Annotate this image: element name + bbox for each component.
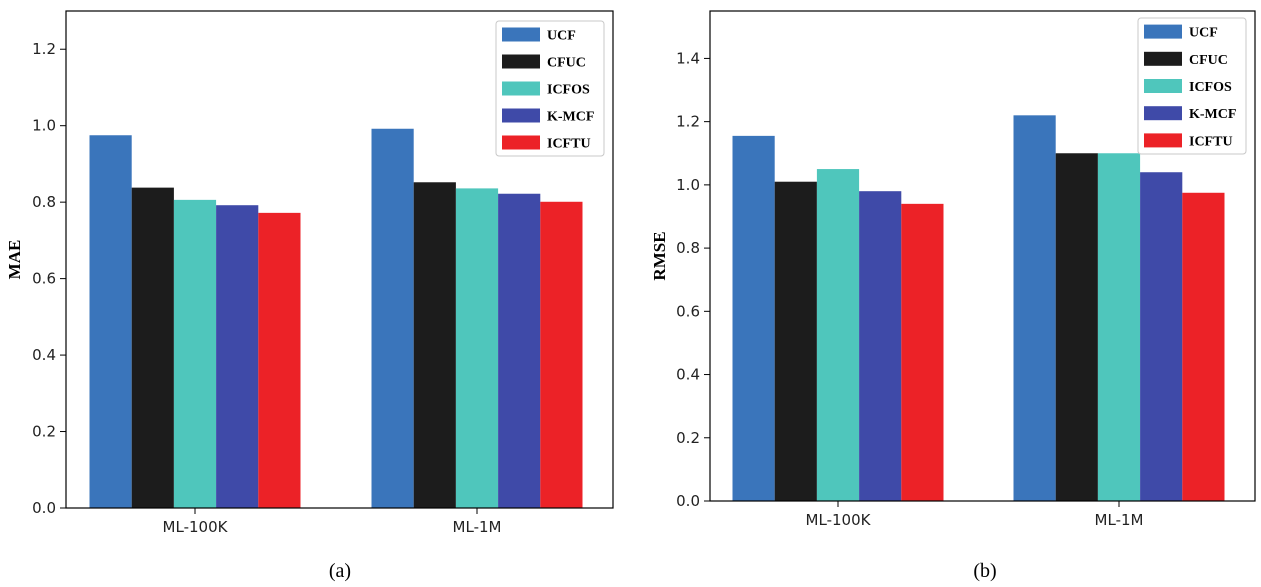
- bar-icfos-ml-1m: [455, 188, 499, 508]
- legend-swatch-icftu: [502, 135, 540, 150]
- y-tick-label: 1.4: [676, 49, 700, 67]
- bar-k-mcf-ml-1m: [1140, 172, 1183, 502]
- legend-label-icfos: ICFOS: [547, 83, 590, 98]
- y-tick-label: 0.2: [676, 429, 700, 447]
- y-axis-title: MAE: [5, 240, 24, 280]
- legend-label-icftu: ICFTU: [547, 137, 591, 152]
- bar-ucf-ml-1m: [371, 128, 414, 508]
- legend-label-cfuc: CFUC: [547, 56, 586, 71]
- bar-icfos-ml-100k: [173, 199, 217, 509]
- figure-caption: (b): [973, 560, 996, 582]
- bar-ucf-ml-1m: [1013, 115, 1056, 501]
- bar-cfuc-ml-1m: [413, 182, 456, 508]
- legend-swatch-cfuc: [502, 54, 540, 69]
- bar-cfuc-ml-1m: [1055, 153, 1098, 501]
- x-tick-label: ML-1M: [453, 518, 502, 536]
- x-tick-label: ML-100K: [163, 518, 229, 536]
- y-tick-label: 0.8: [32, 193, 56, 211]
- bar-ucf-ml-100k: [89, 135, 132, 508]
- bar-cfuc-ml-100k: [131, 187, 174, 508]
- legend: UCF CFUC ICFOS K-MCF ICFTU: [1137, 17, 1247, 155]
- y-tick-label: 0.0: [676, 492, 700, 510]
- legend-label-icfos: ICFOS: [1189, 80, 1232, 95]
- y-tick-label: 0.6: [676, 302, 700, 320]
- y-tick-label: 0.6: [32, 270, 56, 288]
- legend-swatch-icfos: [1144, 79, 1182, 93]
- y-tick-label: 0.8: [676, 239, 700, 257]
- legend-label-icftu: ICFTU: [1189, 134, 1233, 149]
- legend-swatch-k-mcf: [1144, 106, 1182, 121]
- y-tick-label: 1.0: [32, 117, 56, 135]
- legend-label-cfuc: CFUC: [1189, 53, 1228, 68]
- y-tick-label: 0.2: [32, 423, 56, 441]
- bar-icftu-ml-100k: [901, 203, 944, 501]
- plot-frame: [709, 10, 1256, 502]
- legend-swatch-ucf: [1144, 24, 1182, 39]
- bar-icftu-ml-1m: [540, 201, 583, 508]
- bar-icftu-ml-1m: [1182, 192, 1225, 501]
- bar-icfos-ml-100k: [816, 169, 860, 501]
- y-axis-title: RMSE: [650, 231, 669, 280]
- bar-k-mcf-ml-100k: [859, 191, 902, 501]
- chart-panel-a: 0.0 0.2 0.4 0.6 0.8 1.0 1.2 ML-100K ML-1M MAE UCF C…: [5, 10, 614, 582]
- legend-swatch-ucf: [502, 27, 540, 42]
- y-tick-label: 0.0: [32, 499, 56, 517]
- legend-label-ucf: UCF: [1189, 26, 1218, 41]
- figure-caption: (a): [329, 560, 351, 582]
- x-tick-label: ML-1M: [1095, 511, 1144, 529]
- y-tick-label: 1.2: [676, 113, 700, 131]
- plot-frame: [65, 10, 614, 509]
- bar-k-mcf-ml-100k: [216, 205, 259, 508]
- bar-icftu-ml-100k: [258, 212, 301, 509]
- legend-swatch-icftu: [1144, 133, 1182, 148]
- x-tick-label: ML-100K: [806, 511, 872, 529]
- legend-label-k-mcf: K-MCF: [1189, 107, 1236, 122]
- y-tick-label: 0.4: [32, 346, 56, 364]
- legend: UCF CFUC ICFOS K-MCF ICFTU: [495, 20, 605, 157]
- legend-label-k-mcf: K-MCF: [547, 110, 594, 125]
- legend-swatch-k-mcf: [502, 108, 540, 123]
- legend-swatch-icfos: [502, 81, 540, 96]
- bar-ucf-ml-100k: [732, 135, 775, 501]
- bar-k-mcf-ml-1m: [498, 193, 541, 509]
- y-tick-label: 1.2: [32, 40, 56, 58]
- y-tick-label: 0.4: [676, 366, 700, 384]
- legend-label-ucf: UCF: [547, 29, 576, 44]
- chart-panel-b: 0.0 0.2 0.4 0.6 0.8 1.0 1.2 1.4 ML-100K ML-1M RMSE…: [650, 10, 1256, 582]
- y-tick-label: 1.0: [676, 176, 700, 194]
- bar-icfos-ml-1m: [1097, 153, 1141, 501]
- bar-cfuc-ml-100k: [774, 181, 817, 501]
- legend-swatch-cfuc: [1144, 51, 1182, 66]
